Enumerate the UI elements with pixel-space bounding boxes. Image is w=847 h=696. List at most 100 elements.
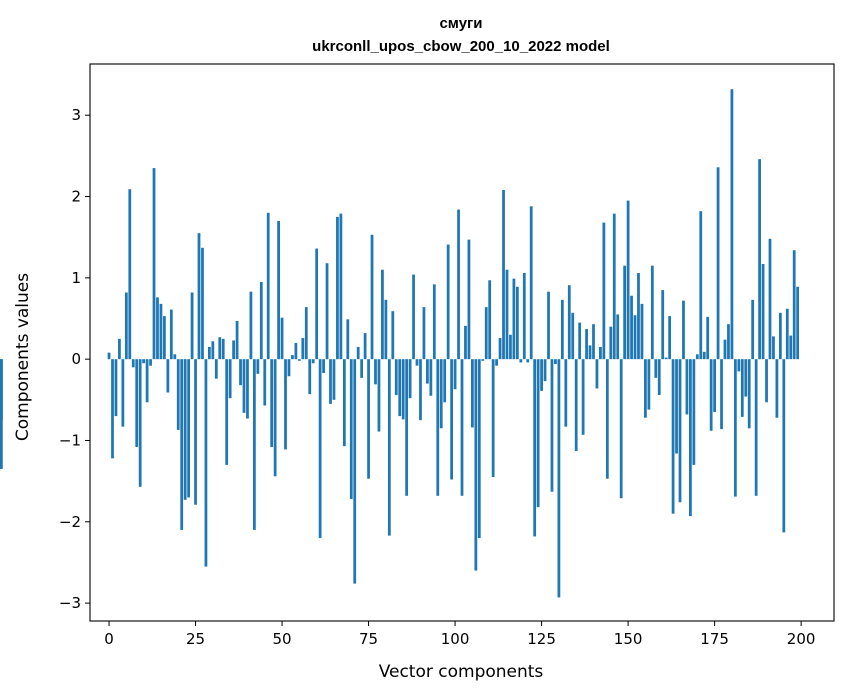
bar (124, 292, 128, 360)
bar (792, 250, 796, 360)
bar (173, 354, 177, 360)
bar (789, 335, 793, 360)
bar (225, 359, 229, 465)
bar (529, 206, 533, 360)
bar (509, 334, 512, 360)
bar (176, 359, 180, 430)
y-tick-label: 0 (71, 350, 81, 368)
bar (214, 359, 218, 379)
bar (716, 167, 720, 360)
chart-title-line-1: смуги (439, 15, 482, 32)
bar (675, 359, 678, 454)
bar (751, 299, 755, 360)
bar (515, 286, 519, 360)
bar (419, 359, 422, 421)
bar (502, 190, 505, 360)
bar (190, 292, 194, 360)
bar (211, 341, 215, 360)
bar (301, 338, 305, 360)
bar (471, 359, 474, 428)
bar (381, 269, 384, 360)
bar (273, 359, 277, 477)
bar (782, 359, 786, 533)
bar (439, 359, 443, 429)
bar (163, 316, 166, 360)
bar (360, 359, 364, 378)
bar (152, 168, 156, 360)
bar (474, 359, 478, 571)
bar (761, 264, 765, 360)
bar (156, 297, 159, 360)
bar (405, 359, 409, 496)
bar (488, 280, 492, 360)
bar (232, 340, 235, 360)
bar (557, 359, 561, 598)
bar (422, 307, 426, 360)
bar (311, 359, 315, 364)
bar (142, 359, 146, 364)
bar (713, 359, 716, 413)
bar (336, 216, 339, 360)
bar (533, 359, 537, 537)
bar (574, 359, 578, 452)
bar (218, 337, 222, 360)
bar (259, 281, 263, 360)
y-tick-label: −3 (59, 594, 81, 612)
x-tick-label: 125 (527, 630, 556, 648)
bar (277, 220, 280, 360)
bar (585, 329, 588, 360)
bar (252, 359, 256, 530)
bar (588, 345, 592, 360)
bar (664, 357, 668, 360)
bar (450, 359, 453, 480)
x-axis-label: Vector components (379, 662, 544, 682)
bar (619, 359, 623, 499)
bar (547, 291, 550, 360)
bar (145, 359, 149, 403)
bar (180, 359, 184, 530)
bar (246, 359, 249, 419)
bar (740, 359, 744, 417)
bar (370, 234, 374, 360)
bar (623, 265, 627, 360)
bar (727, 324, 730, 360)
bar (526, 359, 530, 363)
y-tick-label: 1 (71, 269, 81, 287)
bar (650, 265, 654, 360)
bar (512, 278, 516, 360)
bar (228, 359, 232, 399)
bar (318, 359, 322, 539)
bar (131, 359, 135, 368)
bar (647, 359, 651, 410)
bar (709, 359, 713, 431)
bar (536, 359, 540, 508)
bar (0, 359, 3, 421)
bar (249, 291, 253, 360)
bar (775, 359, 779, 418)
bar (654, 359, 658, 378)
y-axis-ticks: −3 −2 −1 0 1 2 3 (59, 106, 90, 612)
x-tick-label: 200 (787, 630, 816, 648)
bar (135, 359, 139, 447)
bar (744, 359, 748, 397)
bar (304, 307, 308, 360)
bar (308, 359, 312, 395)
bar (329, 359, 332, 404)
bar (291, 355, 294, 360)
bar (315, 248, 319, 360)
bar (595, 359, 599, 389)
plot-frame (89, 63, 835, 622)
bar (695, 354, 699, 360)
bar (633, 315, 637, 360)
bar (159, 303, 163, 360)
bar (391, 311, 395, 360)
bar (356, 346, 360, 360)
bar (668, 316, 672, 360)
y-tick-label: 2 (71, 188, 81, 206)
bar (349, 359, 353, 500)
bar (415, 359, 419, 366)
bar (287, 359, 291, 377)
bar (374, 359, 377, 385)
bar (332, 359, 336, 400)
